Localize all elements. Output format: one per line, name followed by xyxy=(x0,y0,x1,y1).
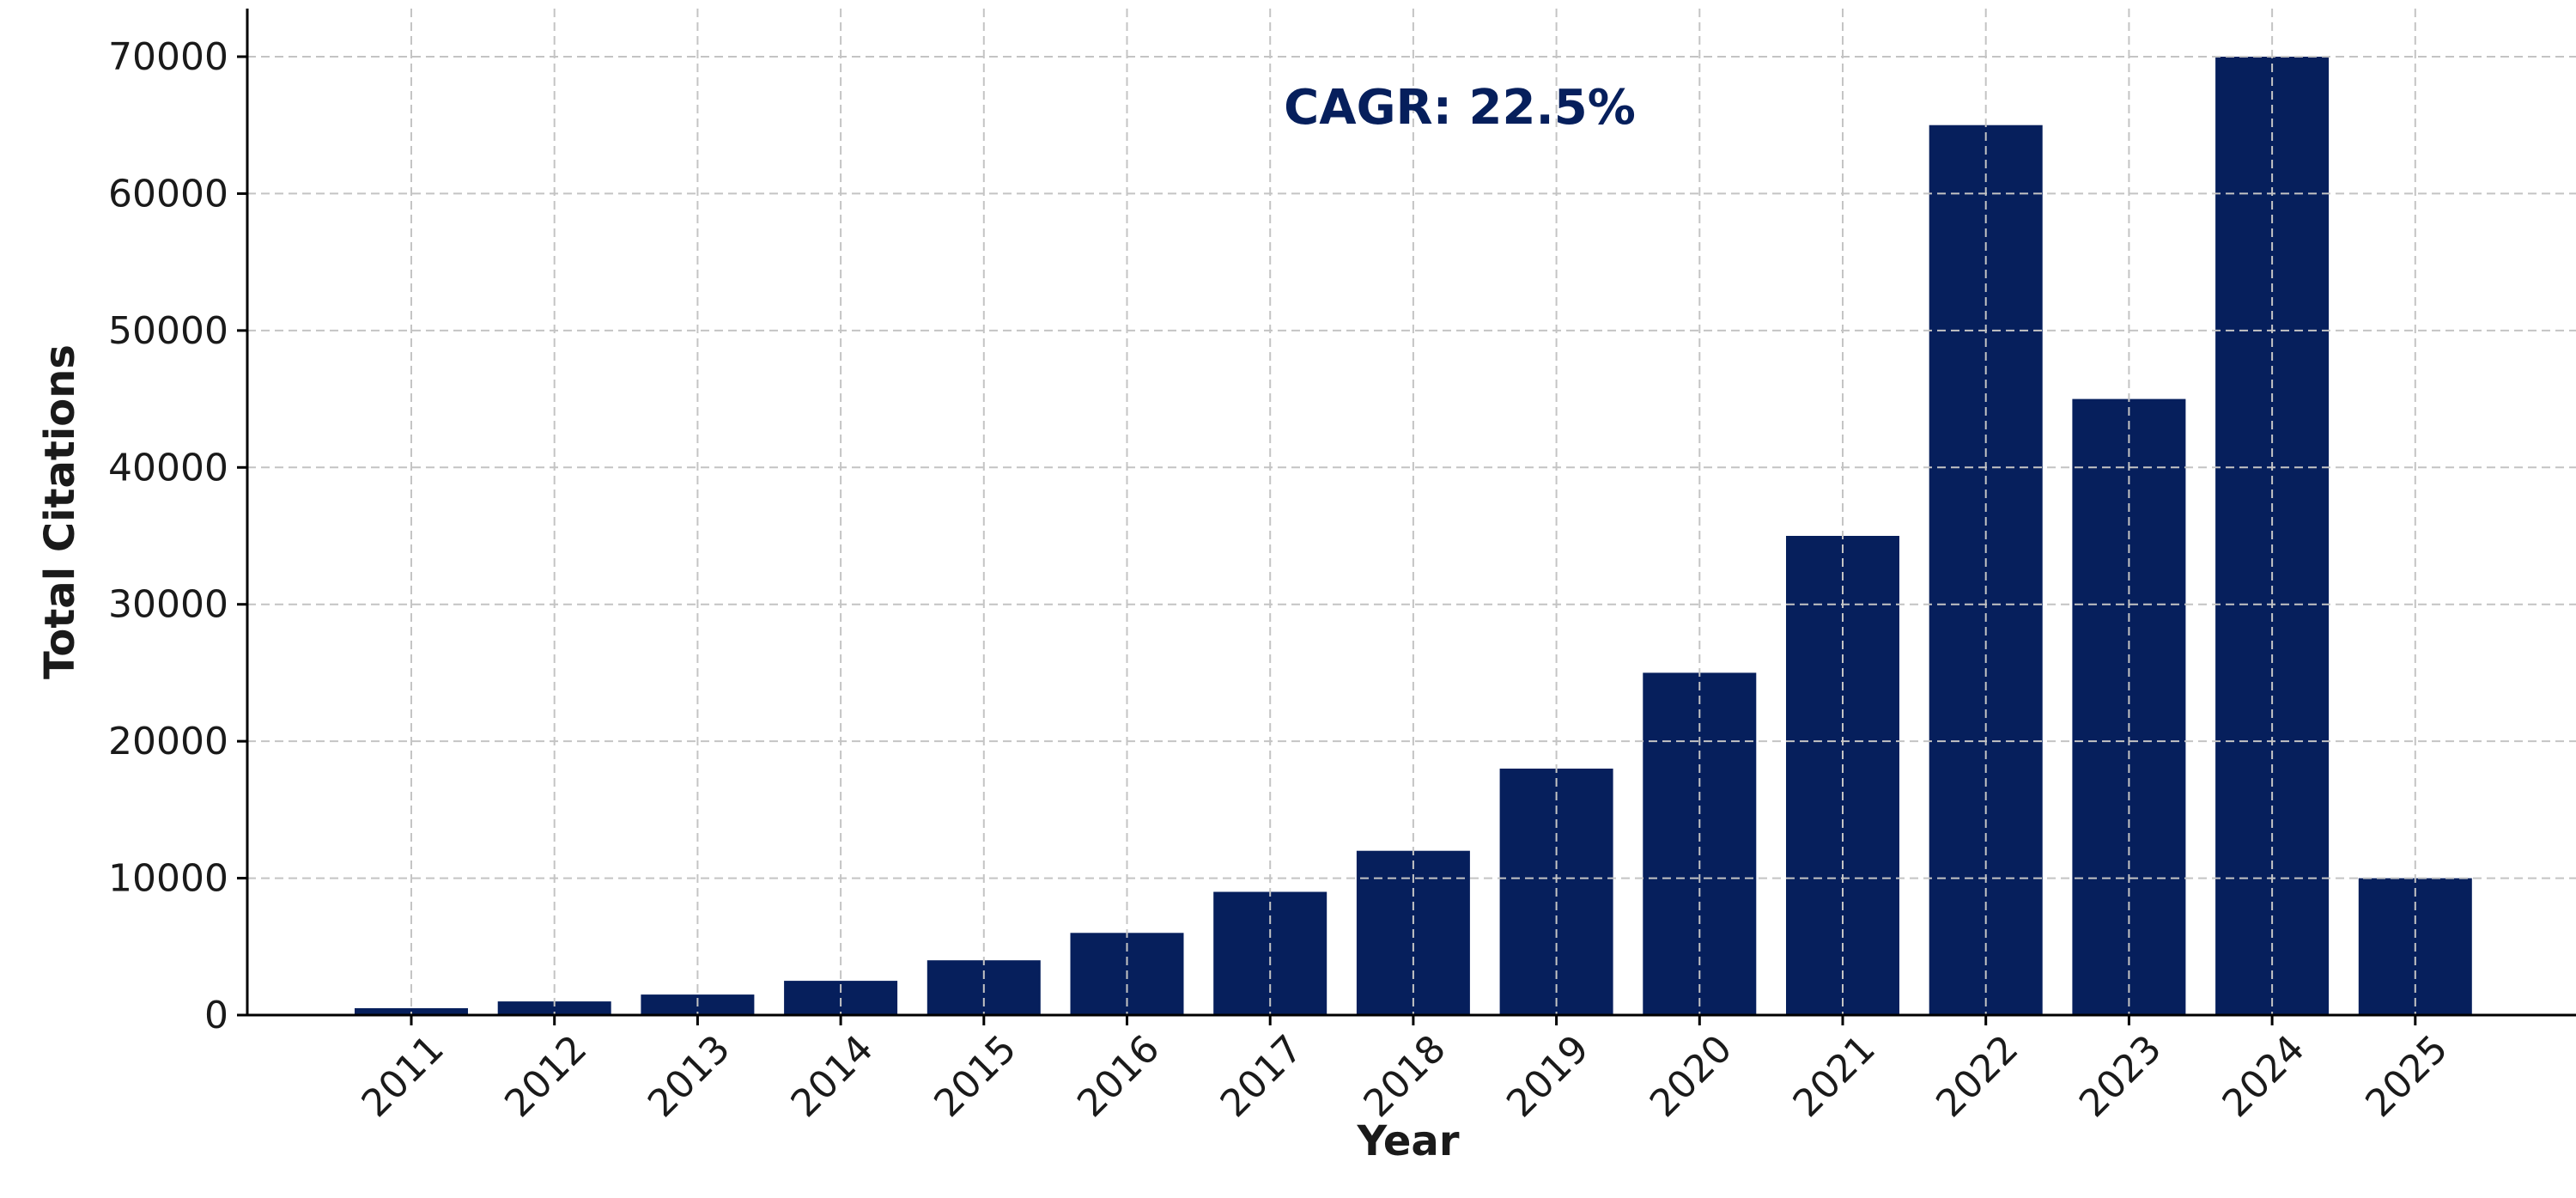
y-tick-label-30000: 30000 xyxy=(108,583,228,627)
x-axis-title: Year xyxy=(1357,1117,1460,1165)
y-tick-label-0: 0 xyxy=(204,994,228,1037)
x-tick-label-2024: 2024 xyxy=(2215,1027,2313,1126)
grid xyxy=(247,9,2576,1015)
x-tick-label-2014: 2014 xyxy=(783,1027,882,1126)
x-tick-label-2013: 2013 xyxy=(640,1027,738,1126)
x-tick-label-2018: 2018 xyxy=(1355,1027,1454,1126)
y-axis-title: Total Citations xyxy=(36,344,84,679)
x-tick-label-2015: 2015 xyxy=(926,1027,1024,1126)
x-tick-label-2023: 2023 xyxy=(2071,1027,2170,1126)
y-tick-label-50000: 50000 xyxy=(108,309,228,353)
axes xyxy=(237,9,2576,1025)
x-tick-label-2016: 2016 xyxy=(1069,1027,1168,1126)
cagr-annotation: CAGR: 22.5% xyxy=(1284,80,1636,136)
x-tick-label-2019: 2019 xyxy=(1498,1027,1597,1126)
x-tick-label-2022: 2022 xyxy=(1928,1027,2026,1126)
bar-2017 xyxy=(1213,891,1327,1015)
bar-2023 xyxy=(2072,398,2186,1016)
x-tick-label-2011: 2011 xyxy=(354,1027,453,1126)
x-tick-label-2021: 2021 xyxy=(1785,1027,1884,1126)
x-tick-label-2017: 2017 xyxy=(1212,1027,1311,1126)
y-tick-label-40000: 40000 xyxy=(108,446,228,490)
y-tick-label-60000: 60000 xyxy=(108,172,228,216)
y-tick-labels: 0 10000 20000 30000 40000 50000 60000 70000 xyxy=(108,35,228,1037)
y-tick-label-70000: 70000 xyxy=(108,35,228,79)
bar-2012 xyxy=(497,1001,611,1015)
x-tick-labels: 2011 2012 2013 2014 2015 2016 2017 2018 2019 2020… xyxy=(354,1027,2457,1126)
x-tick-label-2012: 2012 xyxy=(496,1027,595,1126)
y-tick-label-20000: 20000 xyxy=(108,720,228,763)
y-tick-label-10000: 10000 xyxy=(108,857,228,901)
x-tick-label-2025: 2025 xyxy=(2357,1027,2456,1126)
x-tick-label-2020: 2020 xyxy=(1642,1027,1741,1126)
